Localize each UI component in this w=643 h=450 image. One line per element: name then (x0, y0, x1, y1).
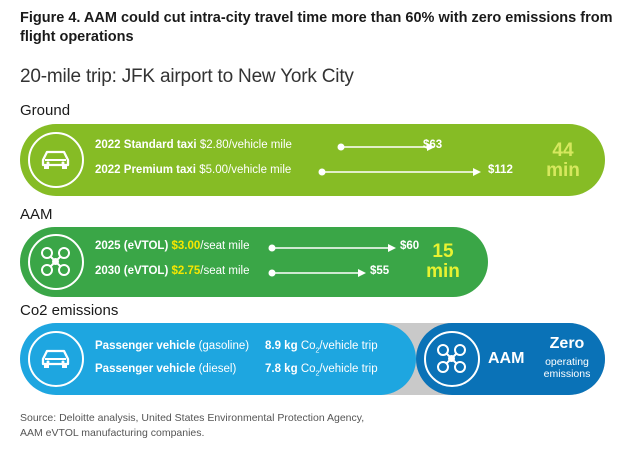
ground-row-1-arrow-head (427, 143, 435, 151)
drone-icon (424, 331, 480, 387)
co2-row-1-unit-post: /vehicle trip (319, 340, 378, 352)
co2-row-1-amount: 8.9 kg (265, 340, 298, 352)
co2-row-2-unit-sub: 2 (315, 370, 320, 378)
ground-row-2-arrow (318, 168, 481, 176)
ground-row-2-name: 2022 Premium taxi (95, 164, 197, 176)
source-note: Source: Deloitte analysis, United States… (20, 411, 540, 441)
ground-row-1-cost: $63 (423, 139, 443, 151)
aam-row-2-label: 2030 (eVTOL) $2.75/seat mile (95, 265, 250, 277)
chart-subtitle: 20-mile trip: JFK airport to New York Ci… (20, 66, 354, 87)
aam-row-1-cost: $60 (400, 240, 420, 252)
ground-pill: 2022 Standard taxi $2.80/vehicle mile $6… (20, 124, 605, 196)
ground-row-2-label: 2022 Premium taxi $5.00/vehicle mile (95, 164, 291, 176)
section-label-ground: Ground (20, 102, 71, 119)
co2-row-2-label: Passenger vehicle (diesel) (95, 363, 236, 375)
co2-row-2-value: 7.8 kg Co2/vehicle trip (265, 363, 378, 377)
aam-time: 15 min (418, 242, 468, 282)
aam-row-1-rate: $3.00 (171, 240, 201, 252)
ground-time-unit: min (546, 160, 580, 181)
aam-row-2-rate: $2.75 (171, 265, 201, 277)
co2-aam-label: AAM (488, 350, 525, 367)
ground-row-2-cost: $112 (488, 164, 513, 176)
aam-row-1-name: 2025 (eVTOL) (95, 240, 169, 252)
co2-row-2-unit-post: /vehicle trip (319, 363, 378, 375)
co2-row-1-unit-sub: 2 (315, 347, 320, 355)
aam-row-2-unit: /seat mile (200, 265, 250, 277)
ground-row-1-label: 2022 Standard taxi $2.80/vehicle mile (95, 139, 292, 151)
aam-row-1-arrow (268, 244, 396, 252)
aam-row-1-unit: /seat mile (200, 240, 250, 252)
co2-row-2-fuel: (diesel) (198, 363, 237, 375)
aam-time-unit: min (426, 261, 460, 282)
section-label-aam: AAM (20, 206, 53, 223)
ground-row-1-arrow (337, 143, 435, 151)
co2-row-1-unit-pre: Co (300, 340, 316, 352)
co2-row-1-name: Passenger vehicle (95, 340, 196, 352)
aam-pill: 2025 (eVTOL) $3.00/seat mile $60 2030 (e… (20, 227, 488, 297)
ground-row-2-arrow-head (473, 168, 481, 176)
figure-title: Figure 4. AAM could cut intra-city trave… (20, 10, 613, 45)
aam-row-1-arrow-head (388, 244, 396, 252)
aam-row-2-arrow-head (358, 269, 366, 277)
co2-aam-note-2: emissions (543, 368, 591, 380)
aam-row-2-cost: $55 (370, 265, 390, 277)
ground-row-2-unit: /vehicle mile (228, 164, 292, 176)
drone-icon (28, 234, 84, 290)
ground-row-1-unit: /vehicle mile (228, 139, 292, 151)
aam-row-1-label: 2025 (eVTOL) $3.00/seat mile (95, 240, 250, 252)
car-icon (28, 331, 84, 387)
co2-aam-pill: AAM Zero operating emissions (416, 323, 605, 395)
co2-row-1-fuel: (gasoline) (198, 340, 250, 352)
co2-aam-note-1: operating (545, 356, 589, 368)
aam-time-value: 15 (432, 241, 454, 262)
co2-row-2-name: Passenger vehicle (95, 363, 196, 375)
co2-aam-note: operating emissions (528, 356, 606, 380)
ground-time-value: 44 (552, 140, 574, 161)
aam-row-2-arrow (268, 269, 366, 277)
co2-row-2-unit-pre: Co (300, 363, 316, 375)
co2-row-2-amount: 7.8 kg (265, 363, 298, 375)
car-icon (28, 132, 84, 188)
co2-passenger-pill: Passenger vehicle (gasoline) 8.9 kg Co2/… (20, 323, 416, 395)
ground-row-1-name: 2022 Standard taxi (95, 139, 197, 151)
ground-time: 44 min (538, 141, 588, 181)
ground-row-2-rate: $5.00 (199, 164, 228, 176)
source-line-2: AAM eVTOL manufacturing companies. (20, 427, 205, 439)
section-label-co2: Co2 emissions (20, 302, 119, 319)
ground-row-1-rate: $2.80 (199, 139, 229, 151)
co2-aam-zero: Zero (549, 335, 585, 352)
co2-row-1-label: Passenger vehicle (gasoline) (95, 340, 249, 352)
co2-row-1-value: 8.9 kg Co2/vehicle trip (265, 340, 378, 354)
aam-row-2-name: 2030 (eVTOL) (95, 265, 169, 277)
source-line-1: Source: Deloitte analysis, United States… (20, 412, 365, 424)
